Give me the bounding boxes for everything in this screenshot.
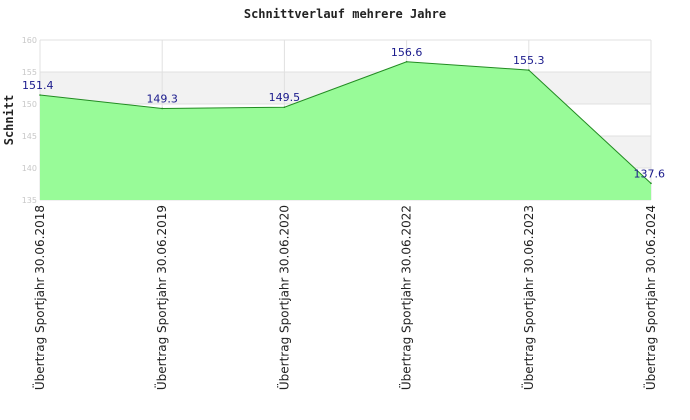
data-point	[528, 69, 530, 71]
plot-band	[40, 40, 651, 72]
data-label: 155.3	[513, 54, 545, 67]
data-label: 149.3	[146, 92, 178, 105]
series-line	[39, 61, 652, 184]
y-tick-labels: 135 140 145 150 155 160	[22, 36, 37, 205]
x-tick-label: Übertrag Sportjahr 30.06.2023	[520, 205, 536, 390]
x-tick-label: Übertrag Sportjahr 30.06.2018	[31, 205, 47, 390]
y-axis-label: Schnitt	[2, 95, 16, 146]
data-area	[39, 60, 652, 201]
y-tick-label: 150	[22, 100, 37, 109]
data-label: 137.6	[634, 167, 666, 180]
data-label: 151.4	[22, 79, 54, 92]
data-point	[650, 182, 652, 185]
y-tick-label: 135	[22, 196, 37, 205]
chart-title: Schnittverlauf mehrere Jahre	[244, 7, 446, 21]
y-tick-label: 145	[22, 132, 37, 141]
x-tick-label: Übertrag Sportjahr 30.06.2024	[642, 205, 658, 390]
data-label: 156.6	[391, 46, 423, 59]
x-tick-label: Übertrag Sportjahr 30.06.2019	[153, 205, 169, 390]
data-point	[161, 107, 163, 110]
x-tick-labels: Übertrag Sportjahr 30.06.2018 Übertrag Sp…	[31, 205, 658, 390]
y-tick-label: 155	[22, 68, 37, 77]
data-label: 149.5	[269, 91, 301, 104]
data-point	[39, 94, 41, 96]
x-tick-label: Übertrag Sportjahr 30.06.2022	[398, 205, 414, 390]
y-tick-label: 140	[22, 164, 37, 173]
data-labels: 151.4 149.3 149.5 156.6 155.3 137.6	[22, 46, 665, 181]
data-point	[405, 60, 408, 63]
x-tick-label: Übertrag Sportjahr 30.06.2020	[275, 205, 291, 390]
area-fill	[40, 61, 651, 201]
data-point	[283, 106, 286, 108]
y-tick-label: 160	[22, 36, 37, 45]
